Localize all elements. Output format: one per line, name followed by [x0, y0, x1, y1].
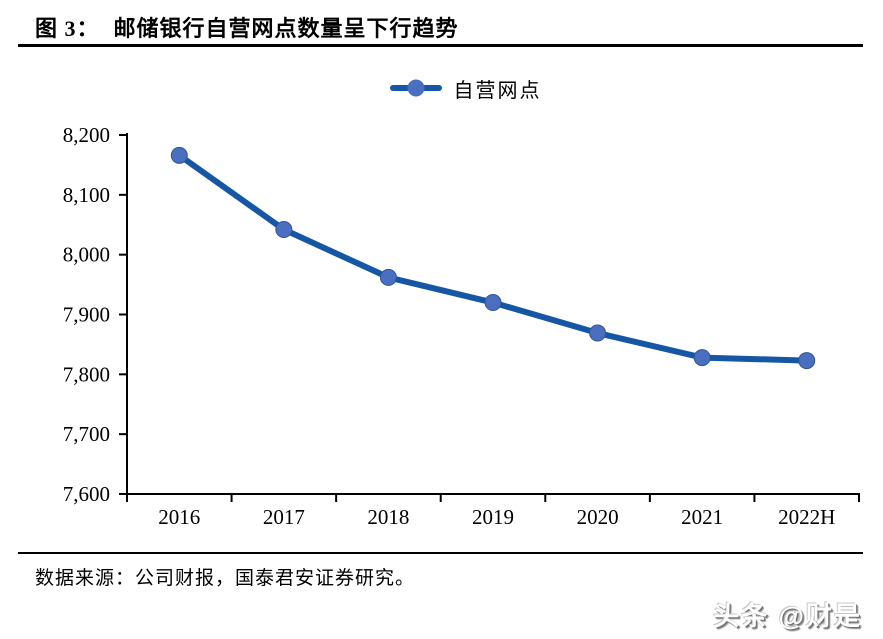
y-tick-label: 7,800 — [63, 362, 110, 386]
x-tick-label: 2022H — [778, 505, 835, 529]
legend-line-marker-icon — [389, 79, 442, 97]
title-divider — [18, 44, 863, 47]
figure-title-text: 邮储银行自营网点数量呈下行趋势 — [113, 16, 459, 41]
figure-caption: 图 3： 邮储银行自营网点数量呈下行趋势 — [35, 11, 459, 43]
series-line — [176, 152, 810, 364]
x-tick-label: 2018 — [367, 505, 409, 529]
data-source-note: 数据来源：公司财报，国泰君安证券研究。 — [35, 568, 416, 589]
line-chart: 7,600 7,700 7,800 7,900 8,000 8,100 8,200 2016 2… — [0, 105, 883, 555]
y-tick-label: 7,900 — [63, 303, 110, 327]
chart-svg: 7,600 7,700 7,800 7,900 8,000 8,100 8,200 2016 2… — [63, 123, 860, 529]
x-tick-label: 2019 — [472, 505, 514, 529]
x-tick-label: 2021 — [681, 505, 723, 529]
data-point-2021 — [693, 349, 711, 367]
data-point-2018 — [379, 268, 397, 286]
x-tick-label: 2020 — [577, 505, 619, 529]
data-point-2016 — [170, 146, 188, 164]
data-point-2017 — [275, 221, 293, 239]
x-tick-label: 2016 — [158, 505, 200, 529]
legend-dot-icon — [407, 79, 424, 97]
watermark-toutiao: 头条 @财是 — [713, 601, 862, 631]
chart-legend: 自营网点 — [24, 74, 883, 102]
y-tick-label: 8,200 — [63, 123, 110, 147]
legend-series-label: 自营网点 — [453, 79, 542, 102]
data-point-2020 — [589, 324, 607, 342]
y-tick-label: 8,000 — [63, 243, 110, 267]
source-divider — [18, 552, 863, 554]
figure-number: 图 3： — [35, 16, 100, 41]
y-tick-label: 8,100 — [63, 183, 110, 207]
x-tick-label: 2017 — [263, 505, 305, 529]
y-tick-label: 7,600 — [63, 482, 110, 506]
y-tick-label: 7,700 — [63, 422, 110, 446]
data-point-2019 — [484, 294, 502, 312]
data-point-2022H — [798, 352, 816, 370]
